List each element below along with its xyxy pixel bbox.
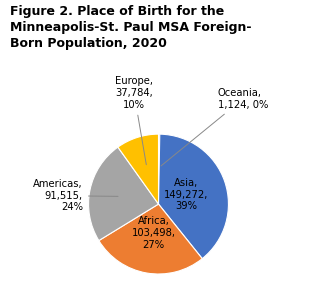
Text: Figure 2. Place of Birth for the
Minneapolis-St. Paul MSA Foreign-
Born Populati: Figure 2. Place of Birth for the Minneap…	[10, 5, 251, 50]
Text: Africa,
103,498,
27%: Africa, 103,498, 27%	[132, 216, 175, 250]
Text: Americas,
91,515,
24%: Americas, 91,515, 24%	[33, 179, 118, 212]
Wedge shape	[88, 147, 158, 240]
Text: Oceania,
1,124, 0%: Oceania, 1,124, 0%	[161, 88, 268, 166]
Wedge shape	[99, 204, 202, 274]
Wedge shape	[158, 134, 160, 204]
Wedge shape	[158, 134, 229, 259]
Wedge shape	[118, 134, 158, 204]
Text: Asia,
149,272,
39%: Asia, 149,272, 39%	[164, 178, 209, 211]
Text: Europe,
37,784,
10%: Europe, 37,784, 10%	[115, 76, 153, 165]
